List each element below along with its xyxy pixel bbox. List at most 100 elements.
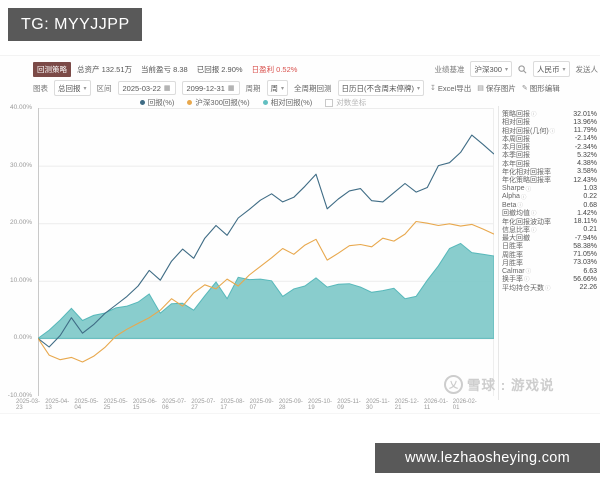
legend-item[interactable]: 沪深300回报(%) xyxy=(187,97,249,108)
image-icon: ▤ xyxy=(477,84,484,92)
stats-panel: 策略回报ⓘ32.01%相对回报13.96%相对回报(几何)ⓘ11.79%本周回报… xyxy=(502,110,597,292)
date-to-input[interactable]: 2099-12-31 ▦ xyxy=(182,81,240,95)
site-url-bar: www.lezhaosheying.com xyxy=(375,443,600,473)
info-icon[interactable]: ⓘ xyxy=(531,110,537,118)
y-tick-label: -10.00% xyxy=(0,392,32,399)
info-icon[interactable]: ⓘ xyxy=(526,185,532,193)
stats-value: 12.43% xyxy=(573,177,597,184)
summary-item: 当前盈亏 8.38 xyxy=(141,64,188,75)
chart-legend: 回报(%) 沪深300回报(%) 相对回报(%) 对数坐标 xyxy=(38,97,468,108)
x-tick-label: 2026-02-01 xyxy=(453,399,482,411)
x-tick-label: 2025-11-30 xyxy=(366,399,395,411)
stats-label: Alphaⓘ xyxy=(502,193,526,201)
toolbar-summary-row: 回测策略 总资产 132.51万当前盈亏 8.38已回报 2.90%日盈利 0.… xyxy=(33,62,297,77)
stats-label: Sharpeⓘ xyxy=(502,185,531,193)
stats-value: -2.34% xyxy=(575,144,597,151)
info-icon[interactable]: ⓘ xyxy=(550,127,556,135)
stats-row: Sharpeⓘ 1.03 xyxy=(502,184,597,192)
stats-value: 6.63 xyxy=(583,268,597,275)
toolbar-controls-row: 图表 总回报 ▾ 区间 2025-03-22 ▦ 2099-12-31 ▦ 周期… xyxy=(33,80,560,96)
x-tick-label: 2025-10-19 xyxy=(308,399,337,411)
stats-value: 0.21 xyxy=(583,226,597,233)
legend-label: 沪深300回报(%) xyxy=(195,97,249,108)
tg-watermark-badge: TG: MYYJJPP xyxy=(8,8,142,41)
checkbox-icon[interactable] xyxy=(325,99,333,107)
range-label: 区间 xyxy=(97,83,112,94)
currency-select[interactable]: 人民币 ▾ xyxy=(533,61,570,77)
x-tick-label: 2026-01-11 xyxy=(424,399,453,411)
y-tick-label: 10.00% xyxy=(0,277,32,284)
x-tick-label: 2025-11-09 xyxy=(337,399,366,411)
info-icon[interactable]: ⓘ xyxy=(545,284,551,292)
legend-item[interactable]: 对数坐标 xyxy=(325,97,366,108)
stats-label-text: Sharpe xyxy=(502,185,525,192)
stats-value: 71.05% xyxy=(573,251,597,258)
stats-row: Alphaⓘ 0.22 xyxy=(502,193,597,201)
stats-row: 月胜率73.03% xyxy=(502,259,597,267)
chevron-down-icon: ▾ xyxy=(84,85,87,92)
stats-value: 11.79% xyxy=(574,127,597,134)
stats-row: 平均持仓天数ⓘ22.26 xyxy=(502,284,597,292)
stats-label: 平均持仓天数ⓘ xyxy=(502,283,551,293)
y-tick-label: 20.00% xyxy=(0,219,32,226)
xueqiu-logo-icon: 乂 xyxy=(444,375,463,394)
toolbar-benchmark-row: 业绩基准 沪深300 ▾ 人民币 ▾ 发送人 xyxy=(434,61,598,77)
date-from-input[interactable]: 2025-03-22 ▦ xyxy=(118,81,176,95)
performance-chart xyxy=(38,108,494,396)
series-area-相对回报(%) xyxy=(38,243,494,338)
x-tick-label: 2025-08-17 xyxy=(220,399,249,411)
benchmark-select[interactable]: 沪深300 ▾ xyxy=(470,61,512,77)
pencil-icon: ✎ xyxy=(522,84,528,92)
legend-label: 相对回报(%) xyxy=(271,97,313,108)
summary-item: 已回报 2.90% xyxy=(197,64,243,75)
period-select[interactable]: 周 ▾ xyxy=(267,80,289,96)
watermark-text: 雪球 : 游戏说 xyxy=(467,374,555,394)
stats-value: 73.03% xyxy=(573,259,597,266)
x-tick-label: 2025-07-06 xyxy=(162,399,191,411)
legend-item[interactable]: 相对回报(%) xyxy=(263,97,313,108)
chevron-down-icon: ▾ xyxy=(281,85,284,92)
search-icon[interactable] xyxy=(518,65,527,74)
stats-value: 1.42% xyxy=(577,210,597,217)
x-tick-label: 2025-06-15 xyxy=(133,399,162,411)
info-icon[interactable]: ⓘ xyxy=(531,226,537,234)
x-tick-label: 2025-09-28 xyxy=(279,399,308,411)
stats-value: 0.22 xyxy=(583,193,597,200)
send-to-label[interactable]: 发送人 xyxy=(576,64,599,75)
calendar-mode-select[interactable]: 日历日(不含周末停牌) ▾ xyxy=(338,80,425,96)
stats-value: 58.38% xyxy=(573,243,597,250)
stats-label-text: 平均持仓天数 xyxy=(502,283,544,293)
legend-dot-icon xyxy=(140,100,145,105)
stats-value: 1.03 xyxy=(583,185,597,192)
chart-type-select[interactable]: 总回报 ▾ xyxy=(54,80,91,96)
summary-item: 总资产 132.51万 xyxy=(77,64,132,75)
y-tick-label: 0.00% xyxy=(0,334,32,341)
legend-item[interactable]: 回报(%) xyxy=(140,97,175,108)
calendar-icon: ▦ xyxy=(164,84,171,92)
excel-export-button[interactable]: ↧ Excel导出 xyxy=(430,83,471,94)
chevron-down-icon: ▾ xyxy=(417,85,420,92)
stats-value: 32.01% xyxy=(573,111,597,118)
y-tick-label: 30.00% xyxy=(0,162,32,169)
calendar-icon: ▦ xyxy=(228,84,235,92)
full-period-button[interactable]: 全周期回测 xyxy=(294,83,332,94)
stats-label-text: Alpha xyxy=(502,193,520,200)
x-tick-label: 2025-05-04 xyxy=(74,399,103,411)
stats-value: -7.94% xyxy=(575,235,597,242)
legend-dot-icon xyxy=(187,100,192,105)
stats-value: 4.38% xyxy=(577,160,597,167)
stats-value: 13.96% xyxy=(573,119,597,126)
info-icon[interactable]: ⓘ xyxy=(521,193,527,201)
summary-item: 日盈利 0.52% xyxy=(252,64,298,75)
download-icon: ↧ xyxy=(430,84,436,92)
panel-divider xyxy=(498,106,499,400)
save-image-button[interactable]: ▤ 保存图片 xyxy=(477,83,516,94)
chart-label: 图表 xyxy=(33,83,48,94)
stats-value: 56.66% xyxy=(573,276,597,283)
xueqiu-watermark: 乂 雪球 : 游戏说 xyxy=(444,374,555,394)
x-tick-label: 2025-09-07 xyxy=(250,399,279,411)
stats-row: 年化策略回报率12.43% xyxy=(502,176,597,184)
edit-chart-button[interactable]: ✎ 图形编辑 xyxy=(522,83,560,94)
stats-value: -2.14% xyxy=(575,135,597,142)
x-tick-label: 2025-05-25 xyxy=(104,399,133,411)
